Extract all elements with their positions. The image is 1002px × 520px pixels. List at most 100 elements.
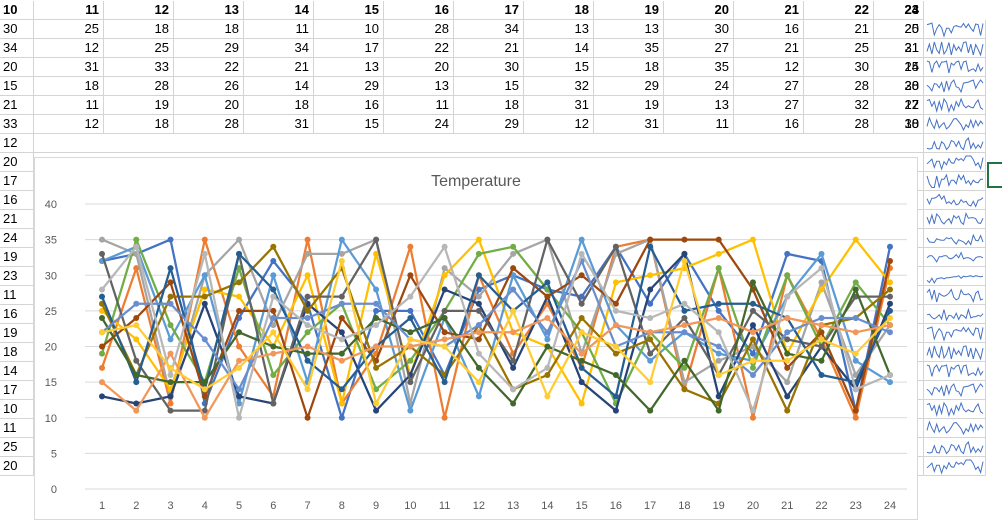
data-point[interactable] — [749, 322, 756, 329]
data-point[interactable] — [887, 279, 893, 286]
column-header-cell[interactable]: 17 — [454, 1, 524, 20]
grid-cell[interactable]: 16 — [0, 191, 34, 210]
data-point[interactable] — [441, 379, 448, 386]
grid-cell[interactable]: 18 — [874, 115, 924, 134]
data-point[interactable] — [167, 265, 174, 272]
data-point[interactable] — [201, 286, 208, 293]
data-point[interactable] — [887, 372, 893, 378]
data-point[interactable] — [338, 293, 345, 300]
data-point[interactable] — [373, 364, 380, 371]
data-point[interactable] — [167, 322, 174, 329]
data-point[interactable] — [887, 307, 893, 314]
data-point[interactable] — [544, 236, 551, 243]
data-point[interactable] — [133, 372, 140, 378]
grid-cell[interactable]: 14 — [244, 77, 314, 96]
data-point[interactable] — [852, 414, 859, 421]
data-point[interactable] — [681, 250, 688, 257]
data-point[interactable] — [304, 315, 311, 321]
data-point[interactable] — [99, 364, 105, 371]
sparkline-cell[interactable] — [924, 20, 986, 39]
data-point[interactable] — [612, 372, 619, 378]
grid-cell[interactable]: 32 — [524, 77, 594, 96]
grid-cell[interactable]: 16 — [0, 305, 34, 324]
data-point[interactable] — [784, 293, 791, 300]
data-point[interactable] — [715, 350, 722, 357]
data-point[interactable] — [887, 379, 893, 386]
data-point[interactable] — [681, 379, 688, 386]
grid-cell[interactable]: 25 — [104, 39, 174, 58]
grid-cell[interactable]: 30 — [804, 58, 874, 77]
data-point[interactable] — [133, 336, 140, 343]
grid-cell[interactable]: 18 — [594, 58, 664, 77]
data-point[interactable] — [270, 400, 277, 407]
column-header-cell[interactable]: 21 — [734, 1, 804, 20]
data-point[interactable] — [99, 350, 105, 357]
data-point[interactable] — [647, 315, 654, 321]
grid-cell[interactable]: 11 — [34, 96, 104, 115]
grid-cell[interactable]: 17 — [0, 381, 34, 400]
grid-cell[interactable]: 29 — [594, 77, 664, 96]
sparkline-cell[interactable] — [924, 400, 986, 419]
grid-cell[interactable]: 18 — [244, 96, 314, 115]
data-point[interactable] — [612, 307, 619, 314]
series-15[interactable] — [99, 243, 893, 421]
data-point[interactable] — [475, 272, 482, 279]
data-point[interactable] — [715, 407, 722, 414]
data-point[interactable] — [818, 250, 825, 257]
data-point[interactable] — [338, 386, 345, 393]
sparkline-cell[interactable] — [924, 115, 986, 134]
data-point[interactable] — [338, 329, 345, 336]
data-point[interactable] — [475, 364, 482, 371]
data-point[interactable] — [784, 350, 791, 357]
grid-cell[interactable]: 27 — [664, 39, 734, 58]
data-point[interactable] — [270, 243, 277, 250]
data-point[interactable] — [887, 286, 893, 293]
data-point[interactable] — [304, 386, 311, 393]
data-point[interactable] — [133, 315, 140, 321]
data-point[interactable] — [99, 329, 105, 336]
data-point[interactable] — [612, 243, 619, 250]
data-point[interactable] — [167, 336, 174, 343]
data-point[interactable] — [99, 315, 105, 321]
data-point[interactable] — [201, 386, 208, 393]
grid-cell[interactable]: 28 — [874, 77, 924, 96]
data-point[interactable] — [270, 329, 277, 336]
grid-cell[interactable]: 15 — [874, 58, 924, 77]
sparkline-cell[interactable] — [924, 305, 986, 324]
data-point[interactable] — [510, 364, 517, 371]
data-point[interactable] — [612, 407, 619, 414]
data-point[interactable] — [475, 307, 482, 314]
series-16[interactable] — [99, 258, 893, 407]
data-point[interactable] — [236, 364, 243, 371]
sparkline-cell[interactable] — [924, 324, 986, 343]
data-point[interactable] — [167, 364, 174, 371]
data-point[interactable] — [338, 236, 345, 243]
grid-cell[interactable]: 21 — [454, 39, 524, 58]
data-point[interactable] — [578, 250, 585, 257]
grid-cell[interactable]: 20 — [0, 58, 34, 77]
grid-cell[interactable]: 20 — [0, 153, 34, 172]
data-point[interactable] — [475, 293, 482, 300]
data-point[interactable] — [236, 414, 243, 421]
data-point[interactable] — [270, 286, 277, 293]
grid-cell[interactable]: 13 — [524, 20, 594, 39]
data-point[interactable] — [99, 379, 105, 386]
data-point[interactable] — [681, 315, 688, 321]
data-point[interactable] — [338, 315, 345, 321]
data-point[interactable] — [270, 272, 277, 279]
data-point[interactable] — [510, 307, 517, 314]
data-point[interactable] — [544, 343, 551, 350]
grid-cell[interactable]: 24 — [384, 115, 454, 134]
data-point[interactable] — [647, 272, 654, 279]
grid-cell[interactable]: 18 — [0, 343, 34, 362]
grid-cell[interactable]: 13 — [664, 96, 734, 115]
data-point[interactable] — [304, 236, 311, 243]
data-point[interactable] — [236, 393, 243, 400]
data-point[interactable] — [167, 393, 174, 400]
data-point[interactable] — [133, 379, 140, 386]
data-point[interactable] — [784, 357, 791, 364]
data-point[interactable] — [578, 293, 585, 300]
data-point[interactable] — [407, 379, 414, 386]
data-point[interactable] — [133, 357, 140, 364]
data-point[interactable] — [887, 293, 893, 300]
